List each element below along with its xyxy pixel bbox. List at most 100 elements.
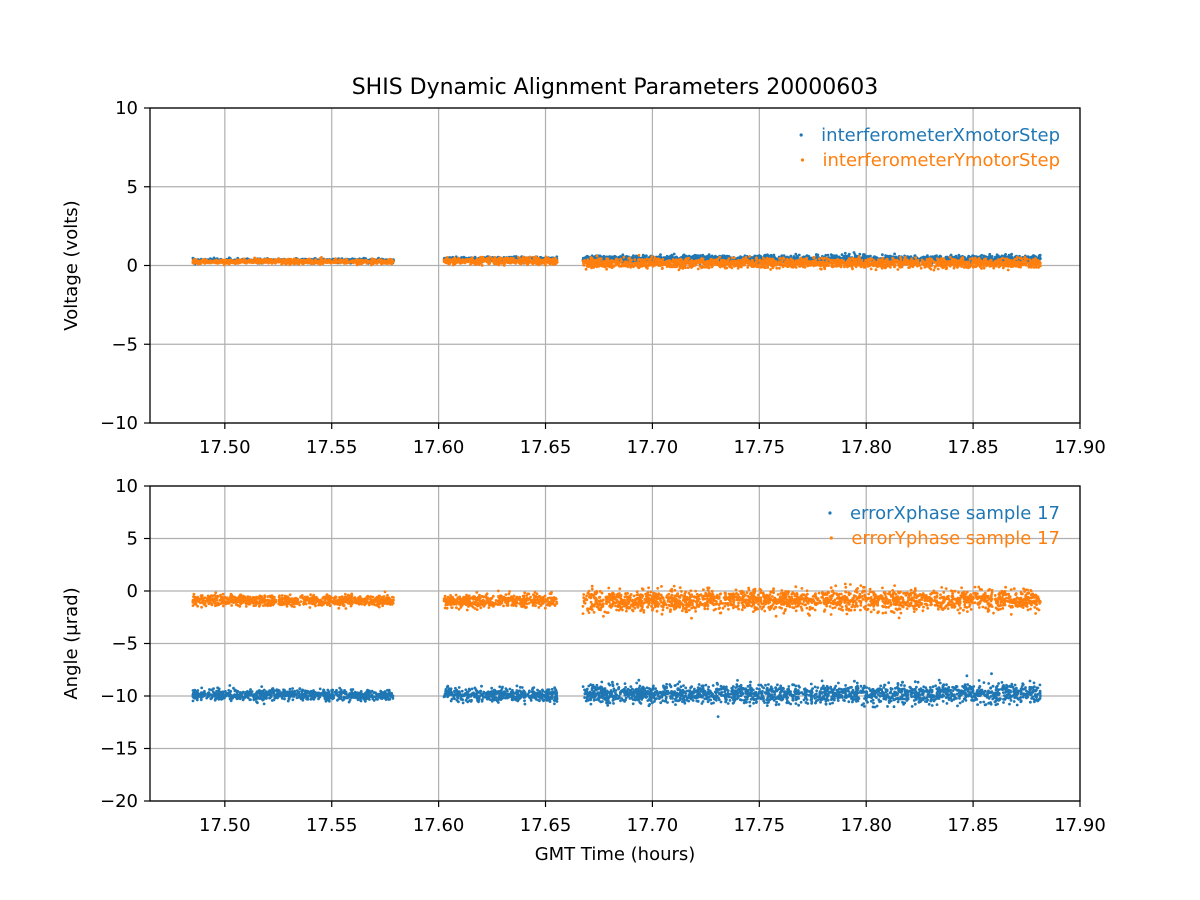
data-point bbox=[307, 259, 311, 263]
data-point bbox=[199, 260, 203, 264]
data-point bbox=[931, 255, 935, 259]
data-point bbox=[271, 259, 275, 263]
data-point bbox=[554, 256, 557, 260]
chart-title: SHIS Dynamic Alignment Parameters 200006… bbox=[352, 75, 879, 100]
data-point bbox=[343, 260, 347, 264]
data-point bbox=[650, 255, 654, 258]
data-point bbox=[511, 261, 515, 264]
data-point bbox=[222, 261, 226, 265]
data-point bbox=[763, 254, 766, 257]
data-point bbox=[497, 256, 501, 260]
data-point bbox=[555, 259, 559, 263]
data-point bbox=[227, 256, 231, 260]
data-point bbox=[449, 259, 453, 262]
data-point bbox=[696, 267, 700, 271]
data-point bbox=[826, 253, 830, 257]
data-point bbox=[196, 260, 200, 263]
data-point bbox=[542, 258, 546, 262]
data-point bbox=[469, 262, 472, 266]
data-point bbox=[308, 257, 311, 261]
data-point bbox=[320, 260, 324, 263]
data-point bbox=[254, 261, 258, 264]
data-point bbox=[948, 255, 952, 259]
data-point bbox=[299, 259, 302, 262]
data-point bbox=[277, 257, 281, 261]
data-point bbox=[893, 252, 896, 256]
data-point bbox=[192, 261, 196, 265]
data-point bbox=[1038, 253, 1042, 257]
data-point bbox=[881, 253, 884, 257]
data-point bbox=[513, 258, 517, 262]
data-point bbox=[544, 255, 548, 259]
data-point bbox=[546, 260, 549, 264]
data-point bbox=[669, 255, 673, 259]
data-point bbox=[766, 253, 769, 257]
data-point bbox=[275, 259, 278, 263]
data-point bbox=[285, 261, 288, 265]
data-point bbox=[465, 258, 469, 261]
data-point bbox=[705, 257, 708, 261]
data-point bbox=[659, 253, 662, 256]
data-point bbox=[518, 262, 522, 266]
data-point bbox=[807, 257, 811, 261]
data-point bbox=[500, 261, 504, 264]
data-point bbox=[350, 260, 353, 264]
data-point bbox=[314, 261, 318, 265]
data-point bbox=[366, 259, 370, 263]
data-point bbox=[496, 260, 499, 264]
data-point bbox=[982, 254, 986, 258]
data-point bbox=[843, 251, 847, 255]
data-point bbox=[204, 258, 208, 262]
data-point bbox=[494, 258, 497, 261]
data-point bbox=[772, 253, 776, 257]
data-point bbox=[316, 259, 320, 263]
data-point bbox=[526, 258, 530, 262]
data-point bbox=[257, 259, 260, 262]
data-point bbox=[215, 259, 218, 263]
data-point bbox=[288, 263, 292, 266]
data-point bbox=[209, 261, 213, 265]
data-point bbox=[514, 262, 518, 265]
data-point bbox=[263, 260, 267, 264]
data-point bbox=[923, 255, 927, 259]
data-point bbox=[884, 254, 887, 258]
data-point bbox=[453, 256, 457, 260]
data-point bbox=[516, 255, 520, 259]
data-point bbox=[769, 253, 773, 257]
data-point bbox=[802, 255, 805, 259]
data-point bbox=[1010, 252, 1013, 256]
data-point bbox=[853, 253, 857, 256]
data-point bbox=[533, 258, 536, 261]
data-point bbox=[481, 255, 485, 259]
data-point bbox=[452, 259, 455, 263]
data-point bbox=[459, 261, 463, 265]
top-panel-voltage: 17.50 17.55 17.60 17.65 17.70 17.75 17.80 17.85… bbox=[61, 98, 1106, 458]
data-point bbox=[475, 261, 479, 265]
data-point bbox=[509, 261, 513, 265]
data-point bbox=[605, 267, 608, 271]
data-point bbox=[301, 262, 305, 266]
data-point bbox=[889, 254, 892, 258]
data-point bbox=[463, 261, 467, 265]
data-point bbox=[534, 255, 538, 259]
data-point bbox=[1003, 254, 1006, 258]
data-point bbox=[505, 256, 508, 260]
data-point bbox=[249, 259, 252, 263]
data-point bbox=[519, 259, 523, 263]
data-point bbox=[452, 263, 455, 267]
data-point bbox=[244, 260, 248, 264]
data-point bbox=[280, 260, 284, 264]
data-point bbox=[693, 253, 697, 257]
data-point bbox=[554, 262, 558, 266]
data-point bbox=[194, 258, 197, 261]
data-point bbox=[988, 253, 991, 257]
data-point bbox=[1007, 253, 1011, 257]
data-point bbox=[212, 256, 216, 260]
data-point bbox=[374, 261, 377, 265]
data-point bbox=[228, 261, 232, 264]
data-point bbox=[233, 260, 237, 263]
data-point bbox=[1001, 266, 1005, 270]
data-point bbox=[266, 260, 270, 263]
data-point bbox=[540, 260, 543, 264]
